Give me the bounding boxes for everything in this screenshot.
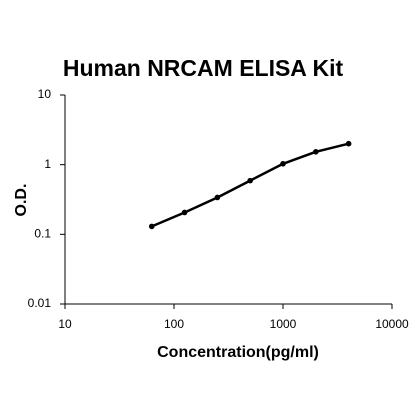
y-tick-label: 0.01 xyxy=(28,296,52,310)
y-tick-label: 10 xyxy=(38,87,52,101)
x-tick-label: 10 xyxy=(58,317,72,331)
point xyxy=(181,209,188,216)
point xyxy=(313,148,319,155)
point xyxy=(345,140,352,147)
y-axis-label: O.D. xyxy=(13,184,30,217)
point xyxy=(247,177,253,184)
point xyxy=(148,223,155,230)
point xyxy=(214,194,221,201)
x-tick-label: 100 xyxy=(164,317,184,331)
y-tick-label: 1 xyxy=(44,157,51,171)
y-tick-label: 0.1 xyxy=(34,227,51,241)
point xyxy=(280,160,286,167)
chart-title: Human NRCAM ELISA Kit xyxy=(63,55,344,81)
x-tick-label: 1000 xyxy=(270,317,297,331)
x-tick-label: 10000 xyxy=(375,317,409,331)
x-axis-label: Concentration(pg/ml) xyxy=(157,344,319,361)
